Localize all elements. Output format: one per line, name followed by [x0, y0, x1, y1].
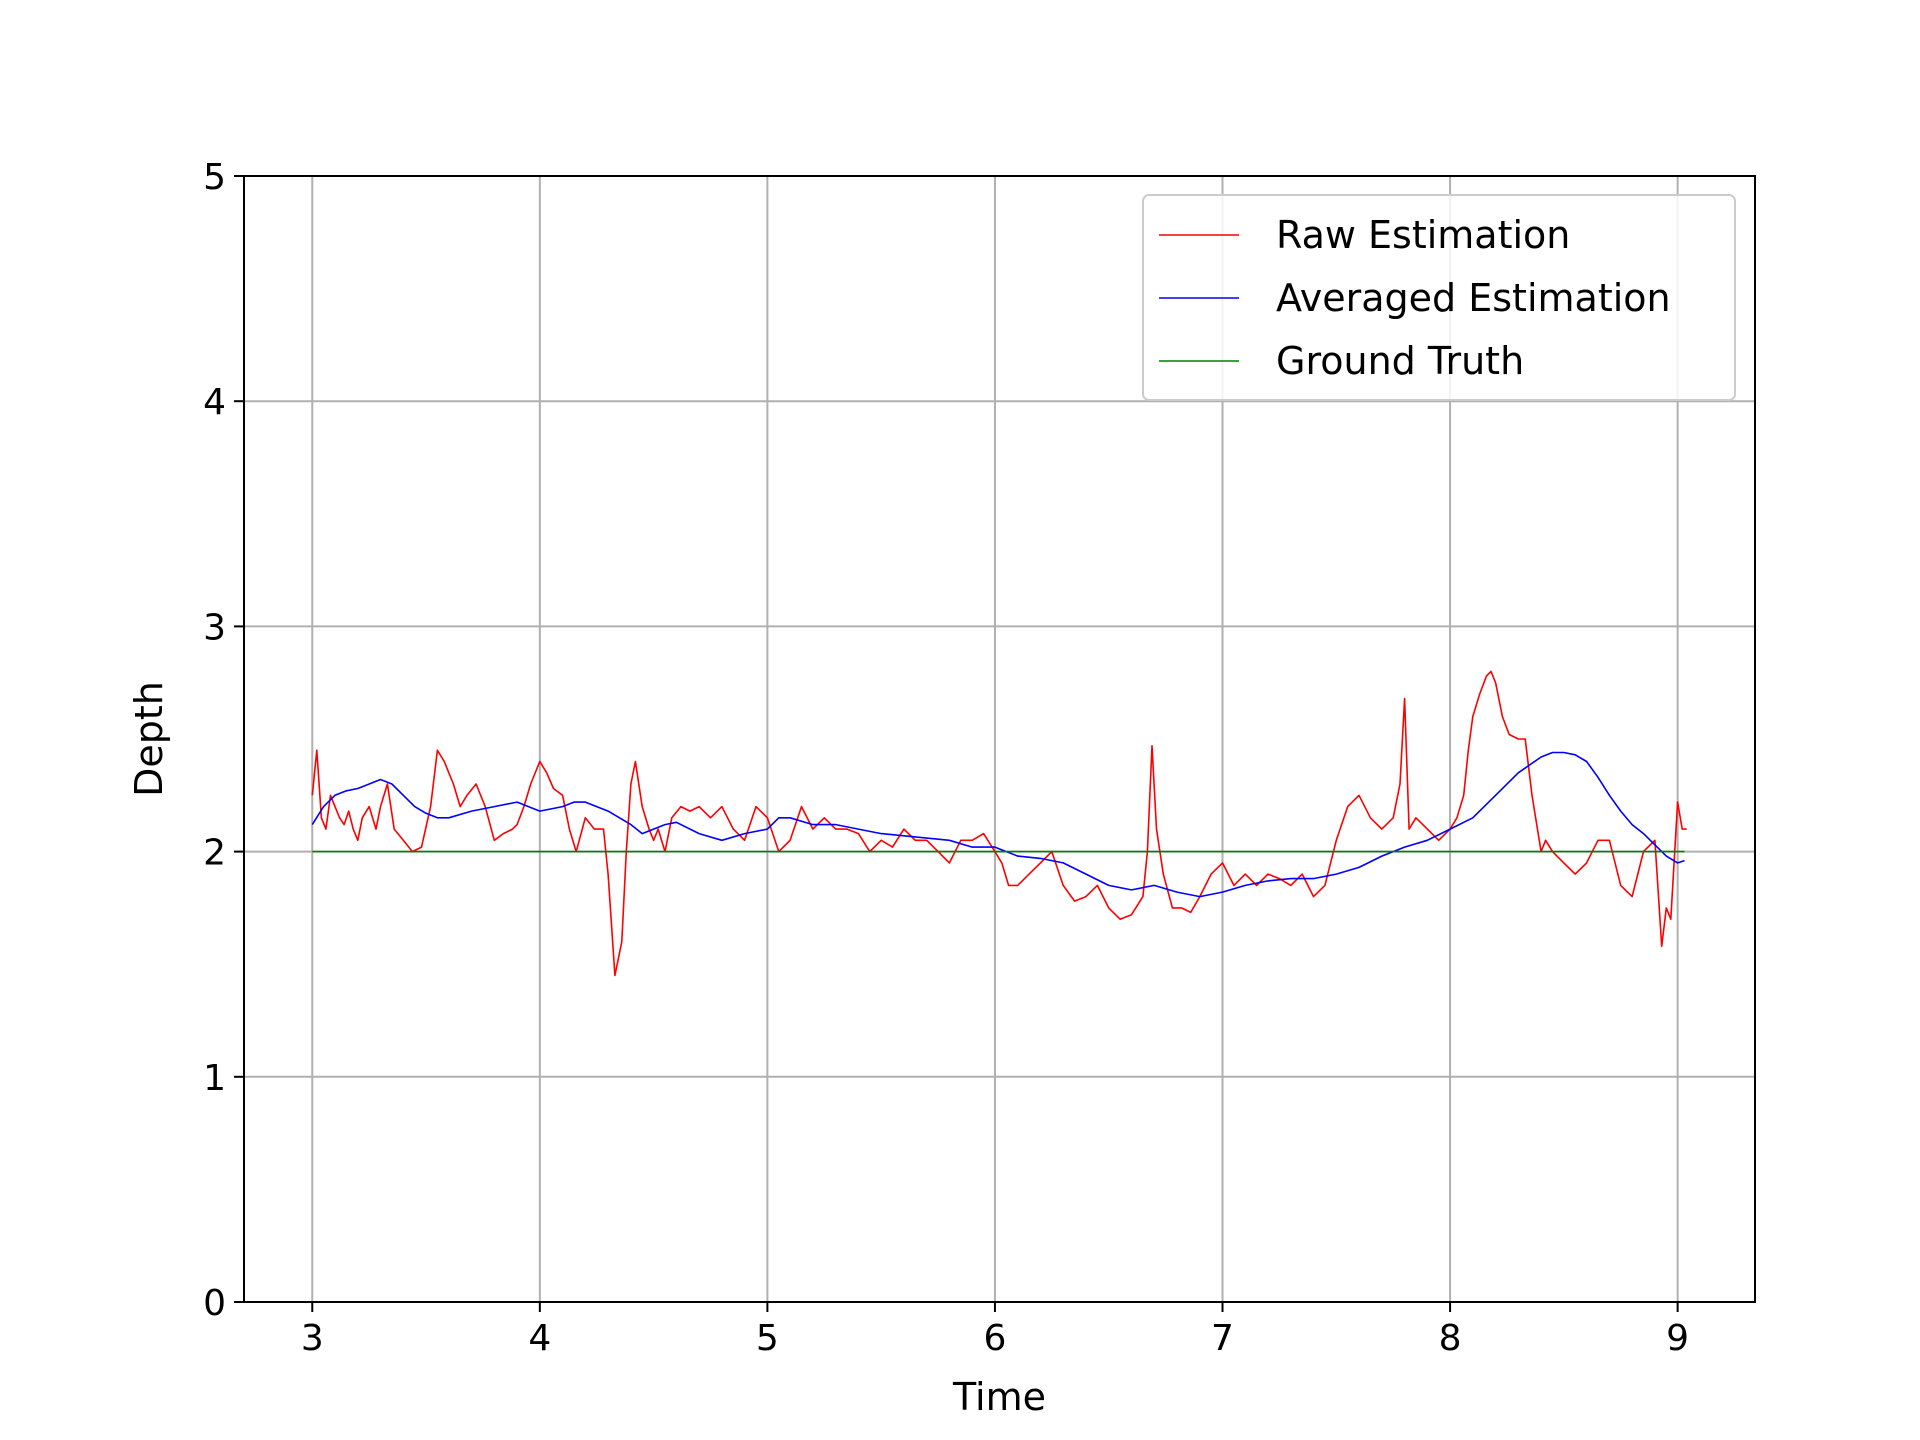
- plot-frame: [243, 175, 1756, 1303]
- y-tick-label: 3: [203, 607, 226, 648]
- y-tick-label: 0: [203, 1283, 226, 1324]
- x-tick-label: 4: [528, 1318, 551, 1359]
- x-tick-label: 6: [983, 1318, 1006, 1359]
- y-tick-label: 5: [203, 157, 226, 198]
- series-line-averaged-estimation: [311, 751, 1685, 898]
- x-tick-label: 5: [756, 1318, 779, 1359]
- y-axis-label: Depth: [127, 681, 171, 797]
- x-tick-label: 9: [1666, 1318, 1689, 1359]
- series-line-raw-estimation: [311, 670, 1687, 977]
- plot-series: [311, 670, 1687, 977]
- legend-label-ground-truth: Ground Truth: [1276, 339, 1524, 383]
- x-axis-label: Time: [952, 1375, 1046, 1419]
- legend-box: [1142, 194, 1736, 401]
- legend: Raw Estimation Averaged Estimation Groun…: [1142, 194, 1736, 401]
- legend-label-raw-estimation: Raw Estimation: [1276, 213, 1570, 257]
- x-tick-label: 8: [1439, 1318, 1462, 1359]
- y-tick-label: 1: [203, 1058, 226, 1099]
- y-tick-label: 2: [203, 833, 226, 874]
- x-tick-label: 7: [1211, 1318, 1234, 1359]
- y-tick-label: 4: [203, 382, 226, 423]
- x-tick-label: 3: [301, 1318, 324, 1359]
- axis-ticks: 3 4 5 6 7 8 9 0 1 2 3 4 5: [203, 157, 1689, 1359]
- legend-label-averaged-estimation: Averaged Estimation: [1276, 276, 1671, 320]
